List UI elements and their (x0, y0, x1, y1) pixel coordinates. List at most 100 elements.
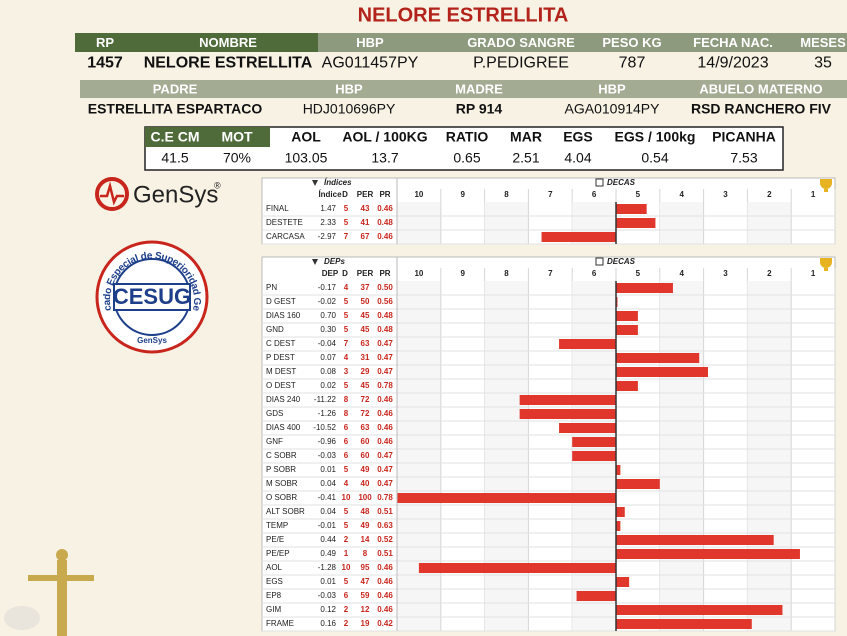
row-pr: 0.51 (377, 549, 393, 558)
row-deca: 2 (344, 535, 349, 544)
row-pr: 0.50 (377, 283, 393, 292)
row-value: 0.02 (320, 381, 336, 390)
deca-label: 3 (723, 190, 728, 199)
info-header: PADRE (153, 81, 198, 96)
info-header: MAR (510, 129, 542, 145)
title-icon (312, 259, 318, 265)
row-per: 41 (361, 218, 370, 227)
row-name: PE/EP (266, 549, 290, 558)
bar (616, 479, 660, 489)
row-per: 60 (361, 451, 370, 460)
axis-icon (595, 257, 604, 266)
row-pr: 0.56 (377, 297, 393, 306)
row-value: -1.28 (318, 563, 337, 572)
info-value: 1457 (87, 55, 123, 72)
row-per: 72 (361, 395, 370, 404)
bar (541, 232, 616, 242)
deca-label: 3 (723, 269, 728, 278)
column-header: DEP (322, 269, 339, 278)
header-band (80, 80, 847, 98)
header-band (75, 33, 318, 52)
row-pr: 0.47 (377, 451, 393, 460)
info-value: 787 (619, 55, 646, 72)
row-deca: 4 (344, 283, 349, 292)
bar (616, 283, 673, 293)
brand-registered: ® (214, 180, 221, 190)
bar (572, 437, 616, 447)
row-name: PN (266, 283, 277, 292)
info-value: AG011457PY (322, 55, 419, 72)
logo-pulse (100, 181, 124, 206)
info-value: 4.04 (564, 150, 591, 166)
bar (616, 325, 638, 335)
row-deca: 5 (344, 521, 349, 530)
bar (616, 549, 800, 559)
deca-label: 1 (811, 269, 816, 278)
row-value: -0.96 (318, 437, 337, 446)
bar (572, 451, 616, 461)
bar (616, 381, 638, 391)
row-deca: 6 (344, 591, 349, 600)
info-value: 41.5 (161, 150, 188, 166)
bar (616, 353, 700, 363)
row-value: 0.04 (320, 507, 336, 516)
row-per: 43 (361, 204, 370, 213)
row-name: DIAS 400 (266, 423, 301, 432)
row-name: DIAS 240 (266, 395, 301, 404)
row-name: FINAL (266, 204, 289, 213)
row-value: -0.03 (318, 451, 337, 460)
deca-shade (484, 202, 529, 244)
row-deca: 5 (344, 507, 349, 516)
row-per: 60 (361, 437, 370, 446)
info-value: RP 914 (456, 101, 503, 117)
column-header: D (342, 269, 348, 278)
bar (616, 605, 783, 615)
bar (616, 367, 708, 377)
row-name: M SOBR (266, 479, 298, 488)
chart-title: DEPs (324, 257, 345, 266)
row-name: D GEST (266, 297, 296, 306)
row-value: 0.12 (320, 605, 336, 614)
row-pr: 0.47 (377, 339, 393, 348)
deca-label: 5 (636, 190, 641, 199)
row-per: 50 (361, 297, 370, 306)
row-value: -0.17 (318, 283, 337, 292)
row-deca: 5 (344, 297, 349, 306)
row-pr: 0.46 (377, 591, 393, 600)
info-header: AOL (291, 129, 321, 145)
bar (616, 507, 625, 517)
bar (616, 204, 647, 214)
row-pr: 0.78 (377, 493, 393, 502)
row-deca: 10 (342, 493, 351, 502)
row-deca: 6 (344, 437, 349, 446)
row-value: 0.16 (320, 619, 336, 628)
row-pr: 0.46 (377, 395, 393, 404)
row-per: 63 (361, 339, 370, 348)
row-name: CARCASA (266, 232, 305, 241)
info-header: ABUELO MATERNO (699, 81, 822, 96)
gensys-logo: GenSys® (95, 177, 221, 211)
deca-shade (484, 281, 529, 631)
row-deca: 7 (344, 339, 349, 348)
column-header: PER (357, 190, 374, 199)
title-icon (312, 180, 318, 186)
row-deca: 8 (344, 409, 349, 418)
row-per: 100 (358, 493, 372, 502)
row-value: 2.33 (320, 218, 336, 227)
bar (519, 395, 616, 405)
row-name: AOL (266, 563, 283, 572)
info-header: RATIO (446, 129, 489, 145)
trophy (820, 179, 832, 192)
info-value: 7.53 (730, 150, 757, 166)
row-value: -0.04 (318, 339, 337, 348)
row-value: 0.30 (320, 325, 336, 334)
info-header: MESES (800, 35, 846, 50)
row-deca: 4 (344, 479, 349, 488)
deca-shade (397, 202, 441, 244)
deca-shade (659, 281, 704, 631)
row-pr: 0.48 (377, 325, 393, 334)
info-value: 103.05 (285, 150, 328, 166)
row-name: C DEST (266, 339, 295, 348)
row-per: 49 (361, 521, 370, 530)
row-name: TEMP (266, 521, 288, 530)
